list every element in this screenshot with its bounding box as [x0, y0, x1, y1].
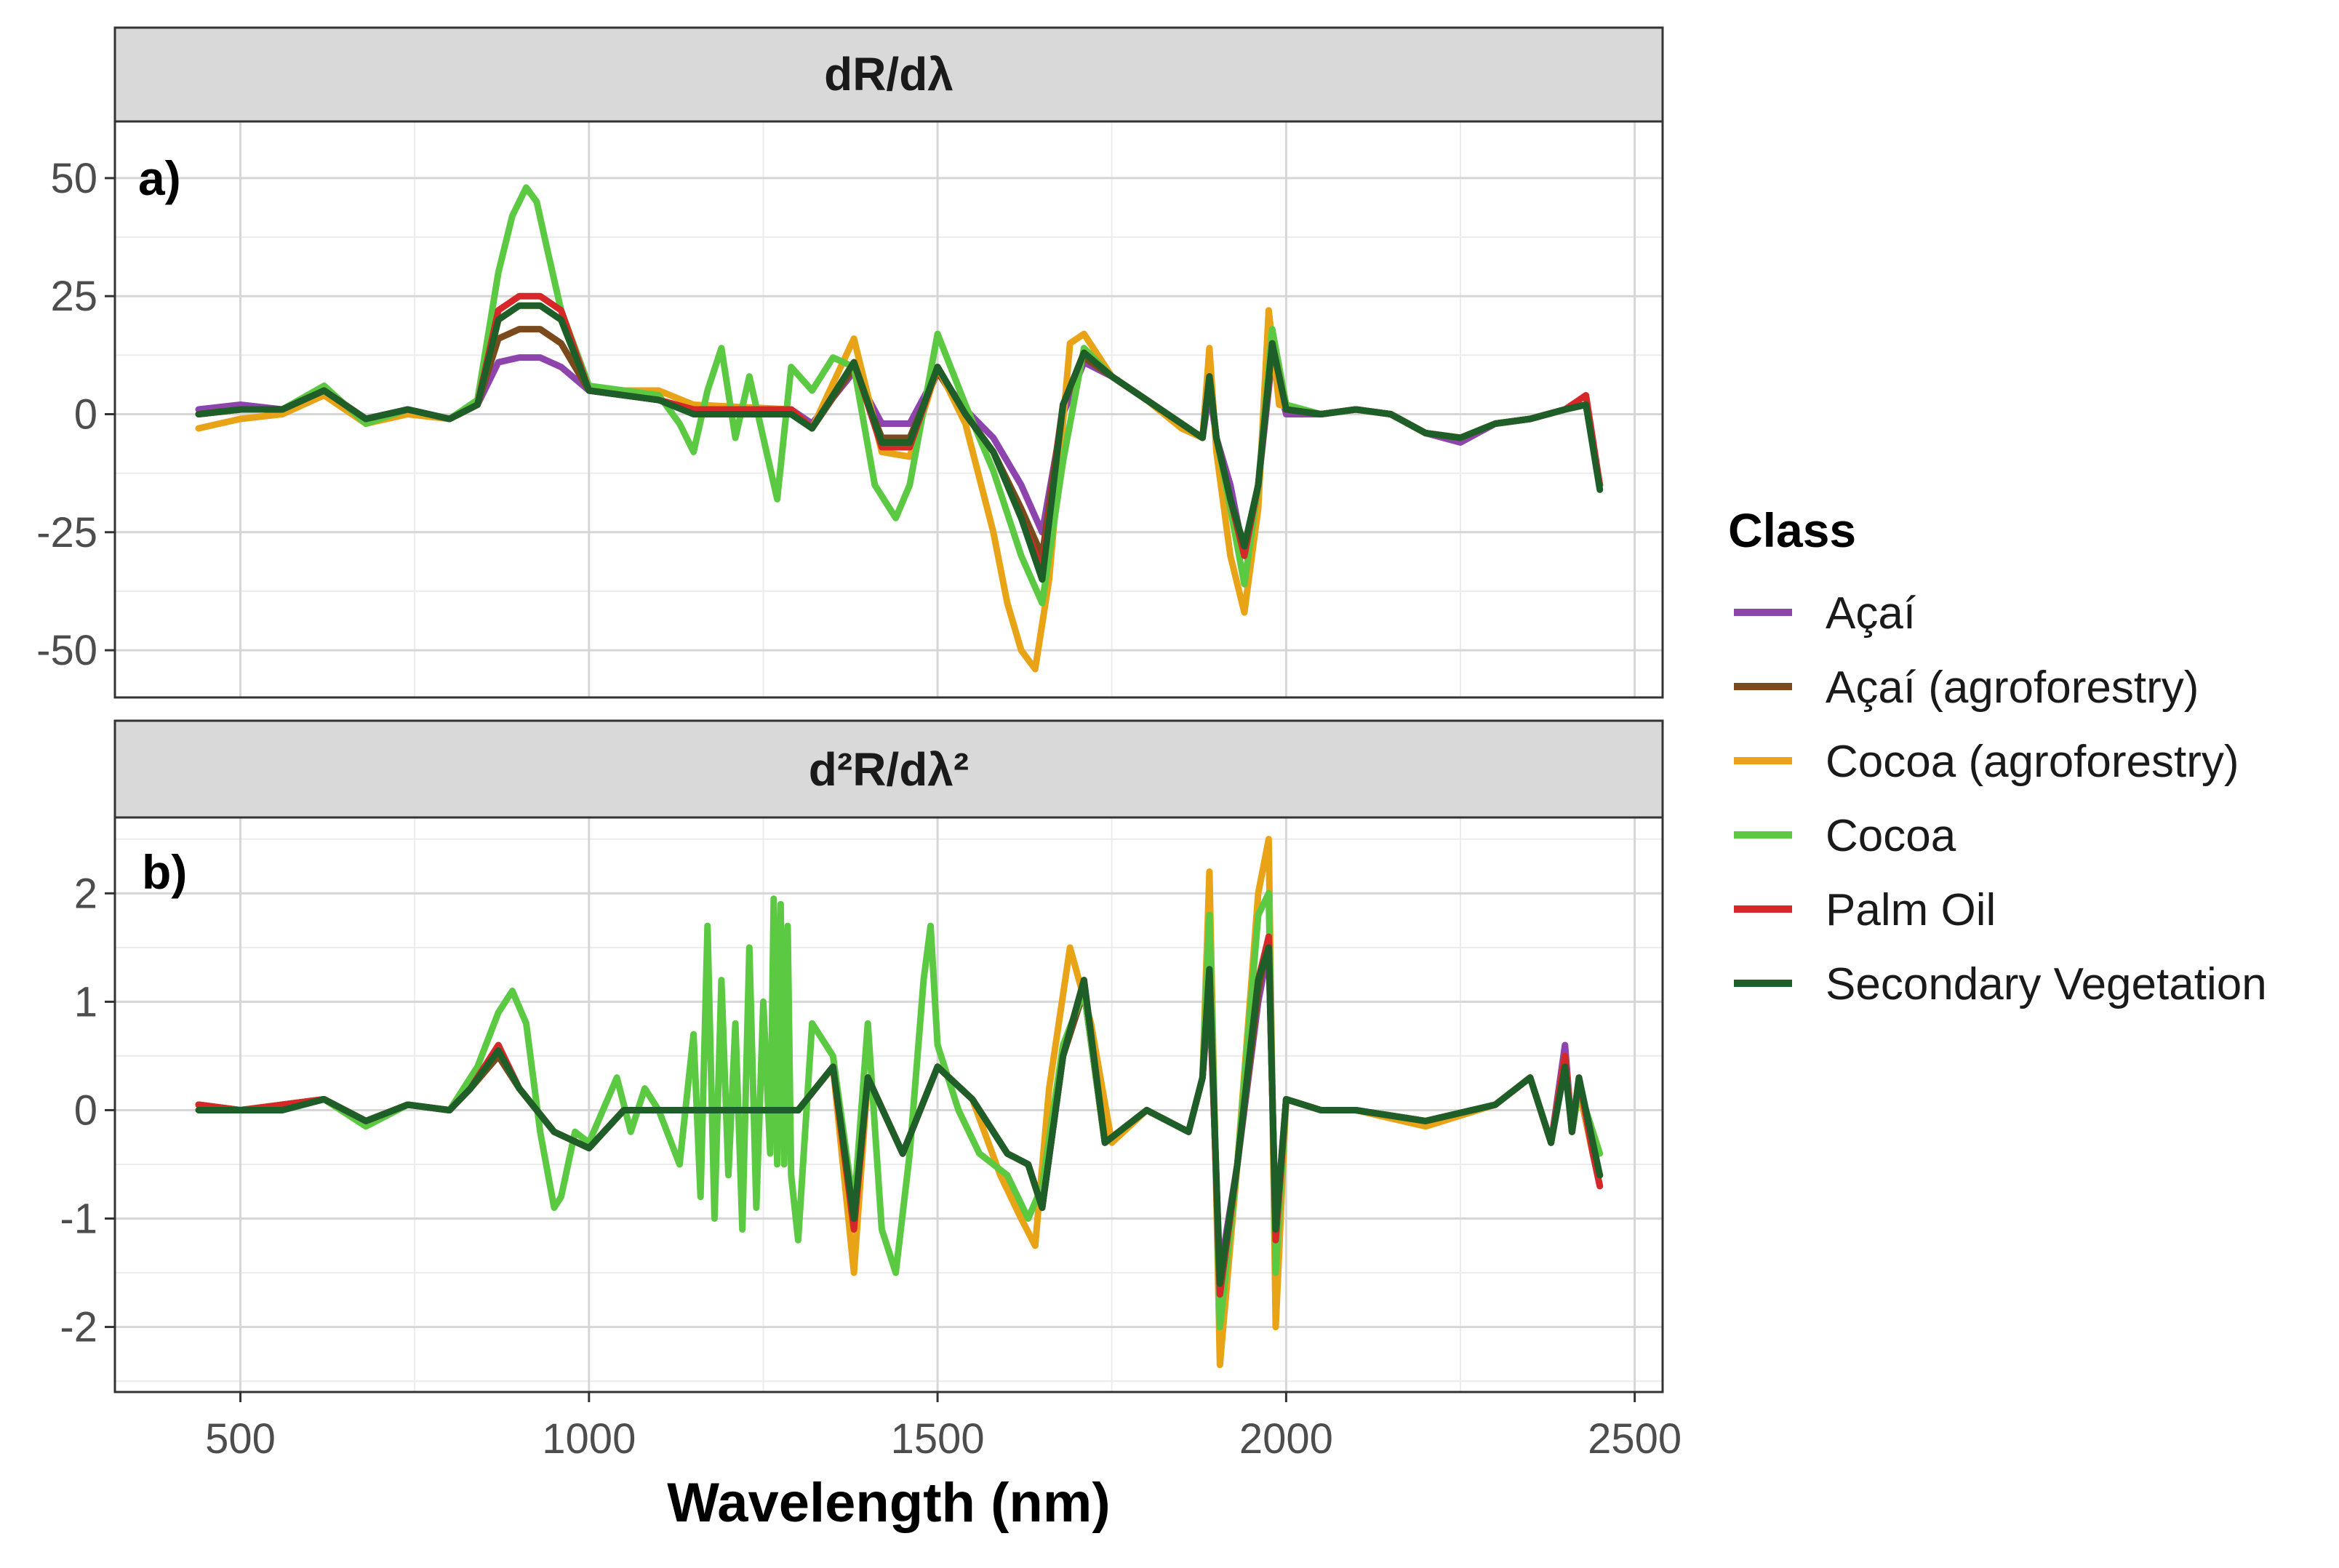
- legend-label: Açaí (agroforestry): [1826, 663, 2199, 713]
- strip-second-derivative: [113, 719, 1664, 819]
- legend: Class Açaí Açaí (agroforestry) Cocoa (agro…: [1728, 503, 2267, 1009]
- x-tick-label: 1000: [542, 1415, 636, 1463]
- y-tick-label: 0: [74, 391, 97, 438]
- y-tick-label: 25: [50, 273, 97, 320]
- y-tick-label: 0: [74, 1087, 97, 1134]
- y-tick-label: -50: [36, 627, 97, 674]
- series-line: [195, 302, 1604, 583]
- legend-label: Palm Oil: [1826, 885, 1996, 935]
- legend-label: Cocoa (agroforestry): [1826, 737, 2239, 787]
- x-tick-label: 2000: [1239, 1415, 1333, 1463]
- panel-second-derivative: d²R/dλ² 2 1 0 -1 -2 b): [60, 719, 1664, 1393]
- x-axis-title: Wavelength (nm): [667, 1472, 1110, 1534]
- series-group-second-derivative: [195, 836, 1604, 1369]
- legend-label: Secondary Vegetation: [1826, 959, 2267, 1009]
- strip-label-second-derivative: d²R/dλ²: [809, 743, 969, 796]
- x-tick-label: 2500: [1588, 1415, 1682, 1463]
- panel-tag-a: a): [138, 151, 181, 205]
- panel-tag-b: b): [142, 845, 187, 899]
- legend-label: Cocoa: [1826, 811, 1956, 861]
- legend-items: Açaí Açaí (agroforestry) Cocoa (agroforest…: [1734, 588, 2267, 1009]
- y-tick-label: -25: [36, 509, 97, 556]
- y-tick-label: -2: [60, 1304, 97, 1351]
- strip-first-derivative: [113, 26, 1664, 123]
- y-tick-label: -1: [60, 1196, 97, 1243]
- x-tick-label: 500: [205, 1415, 276, 1463]
- series-group-first-derivative: [195, 184, 1604, 673]
- panel-border-first-derivative: [113, 120, 1664, 699]
- plot-area-first-derivative: [115, 121, 1663, 697]
- x-tick-label: 1500: [891, 1415, 985, 1463]
- y-axis-first-derivative: 50 25 0 -25 -50: [36, 155, 115, 674]
- series-line: [195, 889, 1604, 1331]
- strip-label-first-derivative: dR/dλ: [824, 48, 953, 100]
- legend-title: Class: [1728, 503, 1856, 557]
- series-line: [195, 944, 1604, 1287]
- panel-border-second-derivative: [113, 816, 1664, 1393]
- panel-first-derivative: dR/dλ 50 25 0 -25 -50 a): [36, 26, 1664, 699]
- legend-label: Açaí: [1826, 588, 1916, 639]
- y-tick-label: 50: [50, 155, 97, 202]
- y-tick-label: 1: [74, 978, 97, 1025]
- y-axis-second-derivative: 2 1 0 -1 -2: [60, 870, 115, 1351]
- grid-second-derivative: [115, 817, 1663, 1392]
- y-tick-label: 2: [74, 870, 97, 917]
- x-axis: 500 1000 1500 2000 2500: [205, 1392, 1682, 1463]
- plot-area-second-derivative: [115, 817, 1663, 1392]
